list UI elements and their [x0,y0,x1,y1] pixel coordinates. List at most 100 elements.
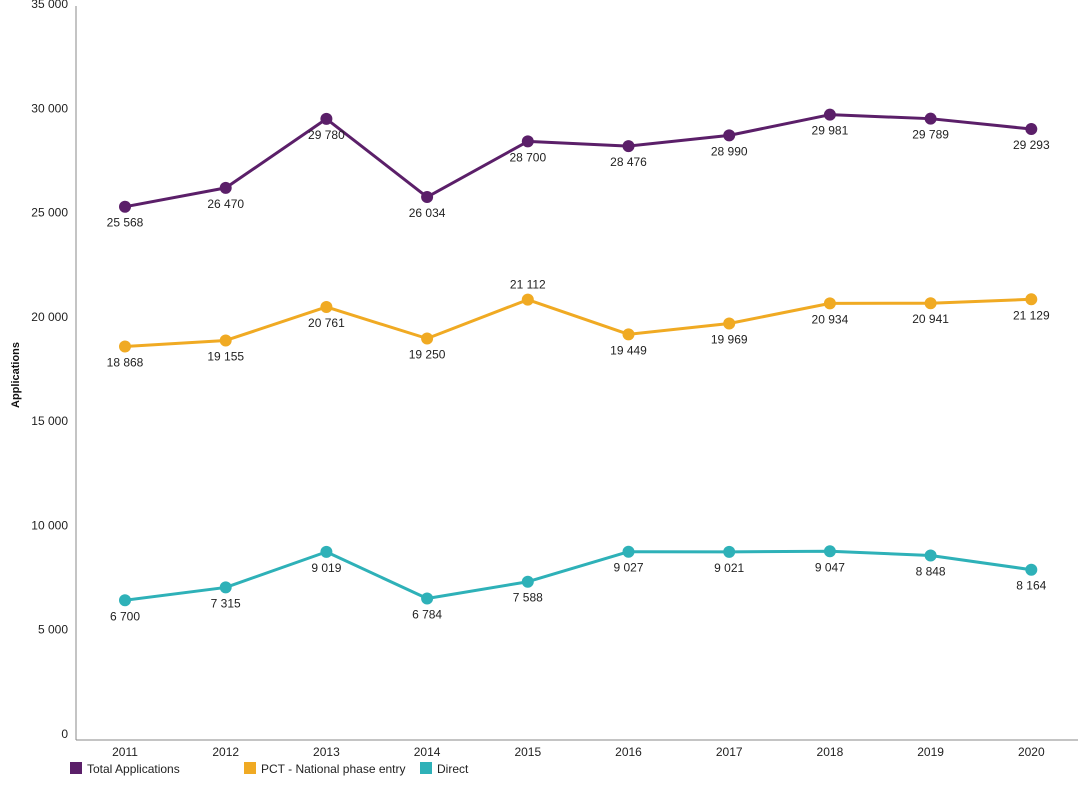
data-label: 20 761 [308,316,345,330]
data-point[interactable] [622,328,635,341]
data-point[interactable] [521,293,534,306]
x-tick-label: 2019 [917,745,944,759]
axes [75,6,1078,741]
data-point[interactable] [723,317,736,330]
legend: Total Applications PCT - National phase e… [70,762,469,776]
series-line [124,549,1032,602]
legend-item[interactable]: Total Applications [70,762,180,776]
x-tick-label: 2017 [716,745,743,759]
x-tick-label: 2014 [414,745,441,759]
y-tick-labels: 0 5 000 10 000 15 000 20 000 25 000 30 000 35 0… [31,0,68,741]
data-label: 29 780 [308,128,345,142]
data-point[interactable] [1025,563,1038,576]
data-label: 20 934 [812,312,849,326]
y-tick-label: 10 000 [31,518,68,532]
data-point[interactable] [521,575,534,588]
x-tick-label: 2018 [817,745,844,759]
data-label: 28 476 [610,155,647,169]
data-point[interactable] [219,181,232,194]
data-point[interactable] [924,297,937,310]
data-point[interactable] [723,545,736,558]
y-tick-label: 25 000 [31,206,68,220]
series-line [124,113,1032,209]
legend-swatch [70,762,82,774]
data-point[interactable] [320,300,333,313]
y-tick-label: 5 000 [38,623,68,637]
data-label: 18 868 [107,355,144,369]
data-point[interactable] [119,340,131,353]
data-label: 9 019 [311,561,341,575]
data-point[interactable] [421,592,434,605]
data-point[interactable] [421,191,434,204]
series-pct-national-phase-entry: 18 868 19 155 20 761 19 250 21 112 19 449 19 9… [107,278,1050,370]
data-label: 28 700 [509,150,546,164]
legend-swatch [244,762,256,774]
data-label: 26 470 [207,197,244,211]
data-label: 26 034 [409,206,446,220]
data-label: 9 027 [613,561,643,575]
x-tick-label: 2013 [313,745,340,759]
data-point[interactable] [924,549,937,562]
data-label: 19 155 [207,349,244,363]
data-point[interactable] [219,334,232,347]
data-point[interactable] [320,545,333,558]
data-point[interactable] [421,332,434,345]
data-point[interactable] [823,545,836,558]
series-layer: 25 568 26 470 29 780 26 034 28 700 28 476 28 9… [107,108,1050,623]
y-tick-label: 15 000 [31,414,68,428]
legend-swatch [420,762,432,774]
x-tick-label: 2016 [615,745,642,759]
y-tick-label: 20 000 [31,310,68,324]
legend-item[interactable]: PCT - National phase entry [244,762,406,776]
data-label: 6 784 [412,608,442,622]
legend-label: PCT - National phase entry [261,762,406,776]
data-label: 20 941 [912,312,949,326]
x-tick-label: 2020 [1018,745,1045,759]
data-point[interactable] [119,200,131,213]
x-tick-labels: 2011 2012 2013 2014 2015 2016 2017 2018 2019 2020 [112,745,1045,759]
y-tick-label: 0 [61,727,68,741]
legend-label: Direct [437,762,469,776]
data-point[interactable] [219,581,232,594]
data-point[interactable] [1025,293,1038,306]
data-point[interactable] [723,129,736,142]
data-point[interactable] [823,108,836,121]
data-label: 19 449 [610,343,647,357]
y-tick-label: 30 000 [31,101,68,115]
x-tick-label: 2011 [112,745,138,759]
data-point[interactable] [823,297,836,310]
data-label: 29 981 [812,124,849,138]
legend-label: Total Applications [87,762,180,776]
series-total-applications: 25 568 26 470 29 780 26 034 28 700 28 476 28 9… [107,108,1050,230]
data-point[interactable] [924,112,937,125]
y-tick-label: 35 000 [31,0,68,11]
data-label: 8 164 [1016,579,1046,593]
data-label: 19 250 [409,348,446,362]
data-label: 7 315 [211,596,241,610]
data-point[interactable] [622,545,635,558]
data-label: 19 969 [711,333,748,347]
series-line [124,297,1032,348]
series-direct: 6 700 7 315 9 019 6 784 7 588 9 027 9 021 9 047… [110,545,1047,623]
data-label: 9 047 [815,560,845,574]
data-label: 7 588 [513,591,543,605]
data-point[interactable] [521,135,534,148]
x-tick-label: 2015 [514,745,541,759]
data-label: 25 568 [107,216,144,230]
legend-item[interactable]: Direct [420,762,469,776]
data-point[interactable] [320,112,333,125]
data-label: 29 789 [912,128,949,142]
data-point[interactable] [1025,123,1038,136]
data-point[interactable] [622,140,635,153]
data-label: 6 700 [110,609,140,623]
y-axis-title: Applications [10,342,22,408]
data-label: 29 293 [1013,138,1050,152]
data-label: 8 848 [916,564,946,578]
data-point[interactable] [119,594,131,607]
data-label: 21 129 [1013,308,1050,322]
data-label: 28 990 [711,144,748,158]
data-label: 9 021 [714,561,744,575]
data-label: 21 112 [510,278,546,292]
